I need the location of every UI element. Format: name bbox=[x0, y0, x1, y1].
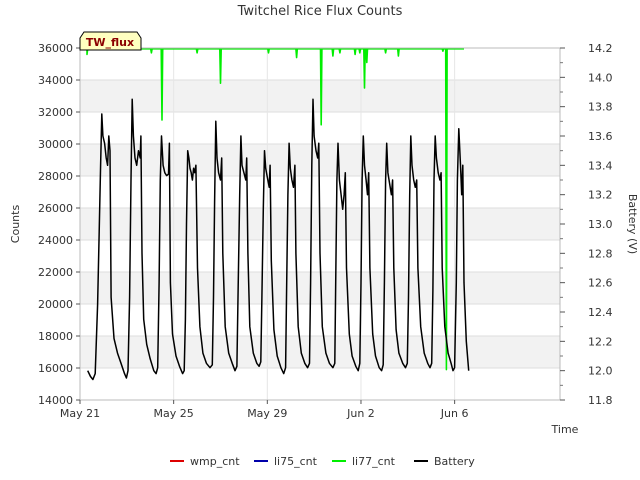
chart-title: Twitchel Rice Flux Counts bbox=[237, 4, 403, 19]
y-tick-label: 36000 bbox=[38, 42, 73, 55]
y2-tick-label: 12.4 bbox=[588, 306, 613, 319]
y-tick-label: 20000 bbox=[38, 298, 73, 311]
legend-label-li75-cnt: li75_cnt bbox=[274, 455, 318, 468]
y2-tick-label: 13.8 bbox=[588, 101, 613, 114]
y-tick-label: 22000 bbox=[38, 266, 73, 279]
y2-tick-label: 12.8 bbox=[588, 247, 613, 260]
y2-tick-label: 12.0 bbox=[588, 365, 613, 378]
y-tick-label: 24000 bbox=[38, 234, 73, 247]
y-axis-left: 14000 16000 18000 20000 22000 24000 26000 28000… bbox=[38, 42, 80, 407]
y-axis-label: Counts bbox=[9, 205, 22, 244]
y2-tick-label: 13.6 bbox=[588, 130, 613, 143]
badge-box bbox=[79, 31, 142, 51]
series-layer bbox=[86, 48, 470, 381]
y2-axis-label: Battery (V) bbox=[626, 194, 639, 254]
series-li77-cnt-line bbox=[86, 48, 464, 371]
x-tick-label: May 25 bbox=[154, 407, 194, 420]
x-axis-label: Time bbox=[551, 423, 579, 436]
y-tick-label: 14000 bbox=[38, 394, 73, 407]
y2-tick-label: 11.8 bbox=[588, 394, 613, 407]
y-axis-right: 11.8 12.0 12.2 12.4 12.6 12.8 13.0 13.2 13.4 13.6… bbox=[560, 42, 613, 407]
y-tick-label: 28000 bbox=[38, 170, 73, 183]
legend-label-li77-cnt: li77_cnt bbox=[352, 455, 396, 468]
series-battery-line bbox=[87, 98, 470, 381]
y2-tick-label: 13.4 bbox=[588, 159, 613, 172]
y-tick-label: 26000 bbox=[38, 202, 73, 215]
y2-tick-label: 14.0 bbox=[588, 71, 613, 84]
y-tick-label: 34000 bbox=[38, 74, 73, 87]
x-tick-label: Jun 2 bbox=[346, 407, 375, 420]
x-axis: May 21 May 25 May 29 Jun 2 Jun 6 bbox=[60, 400, 469, 420]
background-band bbox=[80, 336, 560, 368]
background-band bbox=[80, 272, 560, 304]
x-tick-label: Jun 6 bbox=[440, 407, 469, 420]
series-badge: TW_flux bbox=[79, 31, 142, 51]
y2-tick-label: 13.0 bbox=[588, 218, 613, 231]
y-tick-label: 16000 bbox=[38, 362, 73, 375]
y2-tick-label: 14.2 bbox=[588, 42, 613, 55]
y-tick-label: 32000 bbox=[38, 106, 73, 119]
badge-label: TW_flux bbox=[86, 36, 134, 49]
y-tick-label: 30000 bbox=[38, 138, 73, 151]
legend-label-wmp-cnt: wmp_cnt bbox=[190, 455, 240, 468]
y2-tick-label: 12.2 bbox=[588, 335, 613, 348]
x-tick-label: May 21 bbox=[60, 407, 100, 420]
background-band bbox=[80, 80, 560, 112]
plot-background-bands bbox=[80, 80, 560, 368]
y2-tick-label: 12.6 bbox=[588, 277, 613, 290]
y-tick-label: 18000 bbox=[38, 330, 73, 343]
y2-tick-label: 13.2 bbox=[588, 189, 613, 202]
legend-label-Battery: Battery bbox=[434, 455, 475, 468]
legend: wmp_cnt li75_cnt li77_cnt Battery bbox=[170, 455, 475, 468]
background-band bbox=[80, 144, 560, 176]
x-tick-label: May 29 bbox=[247, 407, 287, 420]
